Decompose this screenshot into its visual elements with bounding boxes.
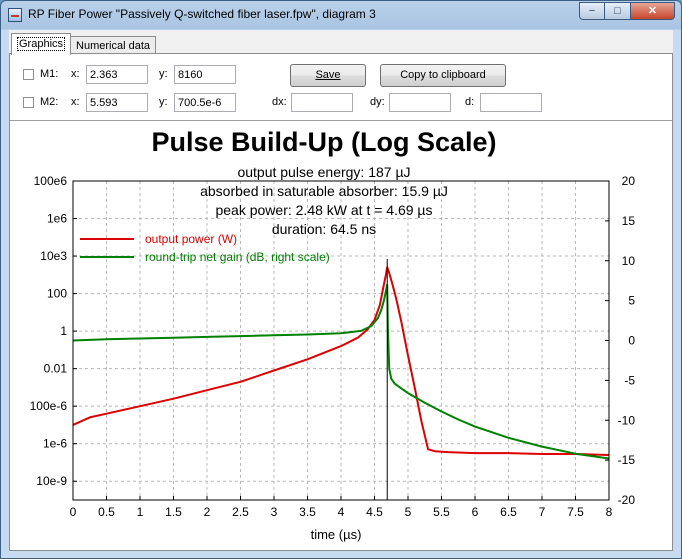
marker2-label: M2: xyxy=(40,96,59,108)
x-tick-label: 5 xyxy=(405,505,412,519)
x-tick-label: 0 xyxy=(70,505,77,519)
y-right-tick-label: -20 xyxy=(618,493,636,507)
dx-label: dx: xyxy=(272,96,287,108)
marker1-y-field[interactable] xyxy=(174,65,236,84)
x-tick-label: 6 xyxy=(472,505,479,519)
x-tick-label: 4.5 xyxy=(366,505,383,519)
chart-annotation: absorbed in saturable absorber: 15.9 µJ xyxy=(200,183,448,199)
marker1-label: M1: xyxy=(40,68,59,80)
x-tick-label: 0.5 xyxy=(98,505,115,519)
y-left-tick-label: 1e-6 xyxy=(43,437,67,451)
maximize-button[interactable]: □ xyxy=(605,2,631,20)
dy-label: dy: xyxy=(370,96,385,108)
chart-area[interactable]: 0 0.5 1 1.5 2 2.5 3 3.5 4 4.5 5 5.5 6 6.5 7 7.5 8 100e6 1e… xyxy=(13,122,668,547)
y-left-tick-label: 100e-6 xyxy=(30,399,68,413)
tab-graphics-label: Graphics xyxy=(17,37,66,51)
save-button-label: Save xyxy=(315,69,341,81)
chart-annotation: peak power: 2.48 kW at t = 4.69 µs xyxy=(215,202,432,218)
window-title: RP Fiber Power "Passively Q-switched fib… xyxy=(28,7,376,21)
legend-label: output power (W) xyxy=(145,232,237,246)
y-right-tick-label: -15 xyxy=(618,453,636,467)
x-tick-label: 7.5 xyxy=(567,505,584,519)
dy-field[interactable] xyxy=(389,93,451,112)
x-tick-label: 5.5 xyxy=(433,505,450,519)
minimize-button[interactable]: − xyxy=(579,2,605,20)
marker1-checkbox[interactable] xyxy=(23,69,34,80)
d-field[interactable] xyxy=(480,93,542,112)
x-tick-label: 7 xyxy=(539,505,546,519)
x-tick-label: 1 xyxy=(137,505,144,519)
x-tick-label: 8 xyxy=(606,505,613,519)
x-tick-label: 2 xyxy=(204,505,211,519)
x-tick-label: 3.5 xyxy=(299,505,316,519)
marker2-x-field[interactable] xyxy=(86,93,148,112)
marker1-y-label: y: xyxy=(159,68,168,80)
chart-annotation: duration: 64.5 ns xyxy=(272,221,376,237)
y-right-tick-label: -5 xyxy=(624,373,635,387)
d-label: d: xyxy=(465,96,475,108)
chart-title: Pulse Build-Up (Log Scale) xyxy=(151,127,496,157)
y-right-tick-label: 20 xyxy=(622,174,636,188)
y-right-tick-label: 5 xyxy=(628,294,635,308)
y-right-tick-label: 10 xyxy=(622,254,636,268)
marker2-y-field[interactable] xyxy=(174,93,236,112)
y-right-tick-label: 0 xyxy=(628,334,635,348)
title-bar[interactable]: RP Fiber Power "Passively Q-switched fib… xyxy=(1,1,681,29)
dx-field[interactable] xyxy=(291,93,353,112)
app-icon xyxy=(8,8,22,22)
y-left-tick-label: 10e3 xyxy=(40,249,67,263)
x-tick-label: 6.5 xyxy=(500,505,517,519)
tab-numerical-data[interactable]: Numerical data xyxy=(70,36,157,55)
panel-separator xyxy=(10,120,672,121)
x-axis-label: time (µs) xyxy=(311,527,362,542)
output-power-line[interactable] xyxy=(72,266,610,456)
marker2-checkbox[interactable] xyxy=(23,97,34,108)
marker2-y-label: y: xyxy=(159,96,168,108)
legend-label: round-trip net gain (dB, right scale) xyxy=(145,250,330,264)
x-tick-label: 1.5 xyxy=(165,505,182,519)
close-button[interactable]: ✕ xyxy=(631,2,675,20)
y-right-tick-label: -10 xyxy=(618,413,636,427)
caption-buttons: − □ ✕ xyxy=(579,2,675,20)
y-left-tick-label: 0.01 xyxy=(44,362,68,376)
chart-annotation: output pulse energy: 187 µJ xyxy=(237,164,410,180)
x-tick-label: 2.5 xyxy=(232,505,249,519)
y-left-tick-label: 1 xyxy=(60,324,67,338)
y-left-tick-label: 10e-9 xyxy=(36,474,67,488)
copy-to-clipboard-button[interactable]: Copy to clipboard xyxy=(380,64,506,87)
client-area: Graphics Numerical data M1: x: y: Save C… xyxy=(9,30,673,551)
y-right-tick-label: 15 xyxy=(622,214,636,228)
pulse-buildup-chart[interactable]: 0 0.5 1 1.5 2 2.5 3 3.5 4 4.5 5 5.5 6 6.5 7 7.5 8 100e6 1e… xyxy=(13,122,668,547)
tab-strip: Graphics Numerical data xyxy=(11,33,157,55)
y-left-tick-label: 100e6 xyxy=(34,174,68,188)
x-tick-label: 3 xyxy=(271,505,278,519)
marker2-x-label: x: xyxy=(71,96,80,108)
tab-graphics[interactable]: Graphics xyxy=(11,33,72,55)
y-left-tick-label: 100 xyxy=(47,287,67,301)
marker1-x-label: x: xyxy=(71,68,80,80)
y-left-tick-label: 1e6 xyxy=(47,212,67,226)
x-tick-label: 4 xyxy=(338,505,345,519)
net-gain-line[interactable] xyxy=(72,283,610,460)
marker1-x-field[interactable] xyxy=(86,65,148,84)
graphics-panel: M1: x: y: Save Copy to clipboard M2: x: … xyxy=(9,53,673,551)
save-button[interactable]: Save xyxy=(290,64,366,87)
